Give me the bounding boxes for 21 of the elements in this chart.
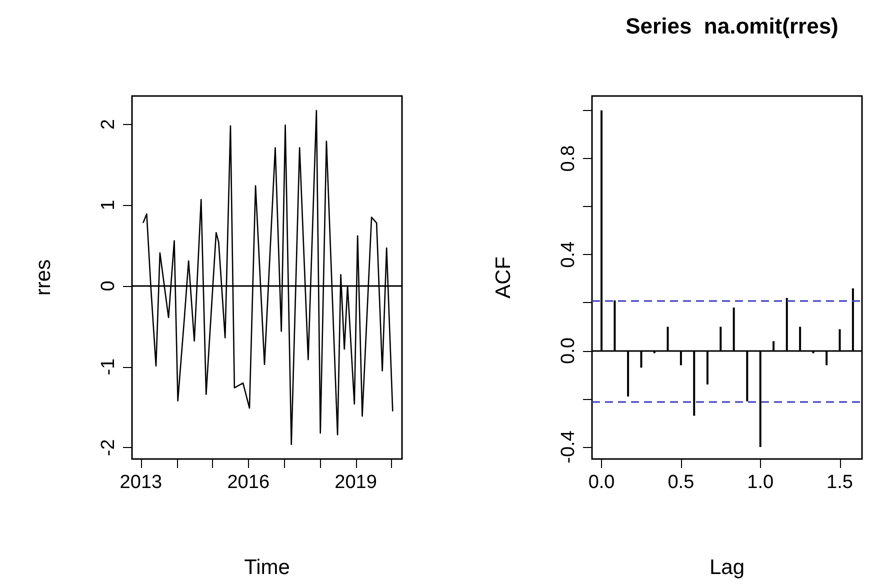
- x-axis-title: Lag: [709, 556, 745, 579]
- x-tick-label: 1.0: [747, 472, 774, 493]
- x-tick-label: 2016: [227, 472, 270, 493]
- x-tick-label: 1.5: [826, 472, 853, 493]
- y-tick-label: 1: [98, 200, 119, 210]
- y-tick-label: 0.8: [558, 145, 579, 172]
- x-tick-label: 0.0: [588, 472, 615, 493]
- y-tick-label: 0: [98, 280, 119, 292]
- y-tick-label: 2: [98, 119, 119, 130]
- y-tick-label: -1: [98, 358, 119, 376]
- y-tick-label: -2: [98, 439, 119, 456]
- x-axis-title: Time: [244, 556, 290, 579]
- chart-title: Series na.omit(rres): [626, 14, 838, 38]
- y-axis-title: rres: [32, 259, 55, 296]
- x-tick-label: 0.5: [668, 472, 694, 493]
- x-tick-label: 2019: [334, 472, 377, 493]
- y-tick-label: 0.0: [558, 338, 579, 364]
- x-tick-label: 2013: [120, 472, 162, 493]
- y-tick-label: 0.4: [558, 241, 579, 268]
- y-tick-label: -0.4: [558, 430, 579, 464]
- y-axis-title: ACF: [492, 256, 515, 298]
